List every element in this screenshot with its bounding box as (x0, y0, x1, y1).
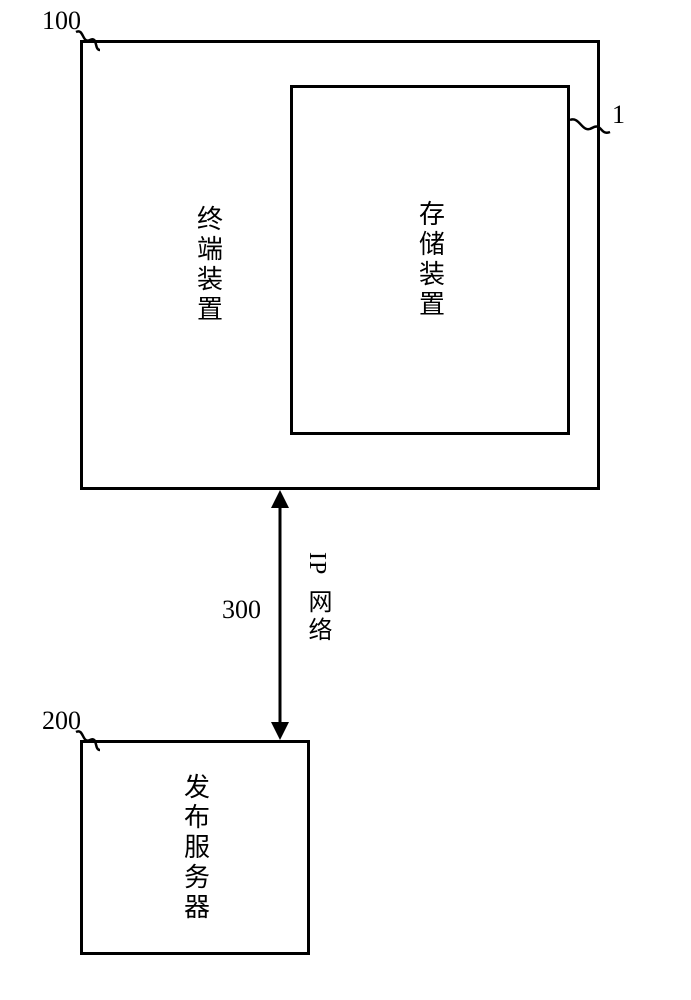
ip-label-zh: 网络 (304, 589, 330, 645)
ip-label-en: IP (304, 552, 330, 575)
diagram-canvas: 终端装置 存储装置 发布服务器 100 1 200 300 IP 网络 (0, 0, 691, 1000)
terminal-label: 终端装置 (190, 205, 227, 325)
ref-300: 300 (222, 595, 261, 625)
lead-100 (74, 30, 102, 54)
lead-200 (74, 730, 102, 754)
ip-network-label: IP 网络 (300, 552, 335, 645)
storage-box: 存储装置 (290, 85, 570, 435)
server-box: 发布服务器 (80, 740, 310, 955)
ref-1: 1 (612, 100, 625, 130)
storage-label: 存储装置 (412, 200, 449, 320)
server-label: 发布服务器 (177, 773, 214, 923)
network-arrow (268, 490, 292, 740)
lead-1 (570, 118, 610, 138)
